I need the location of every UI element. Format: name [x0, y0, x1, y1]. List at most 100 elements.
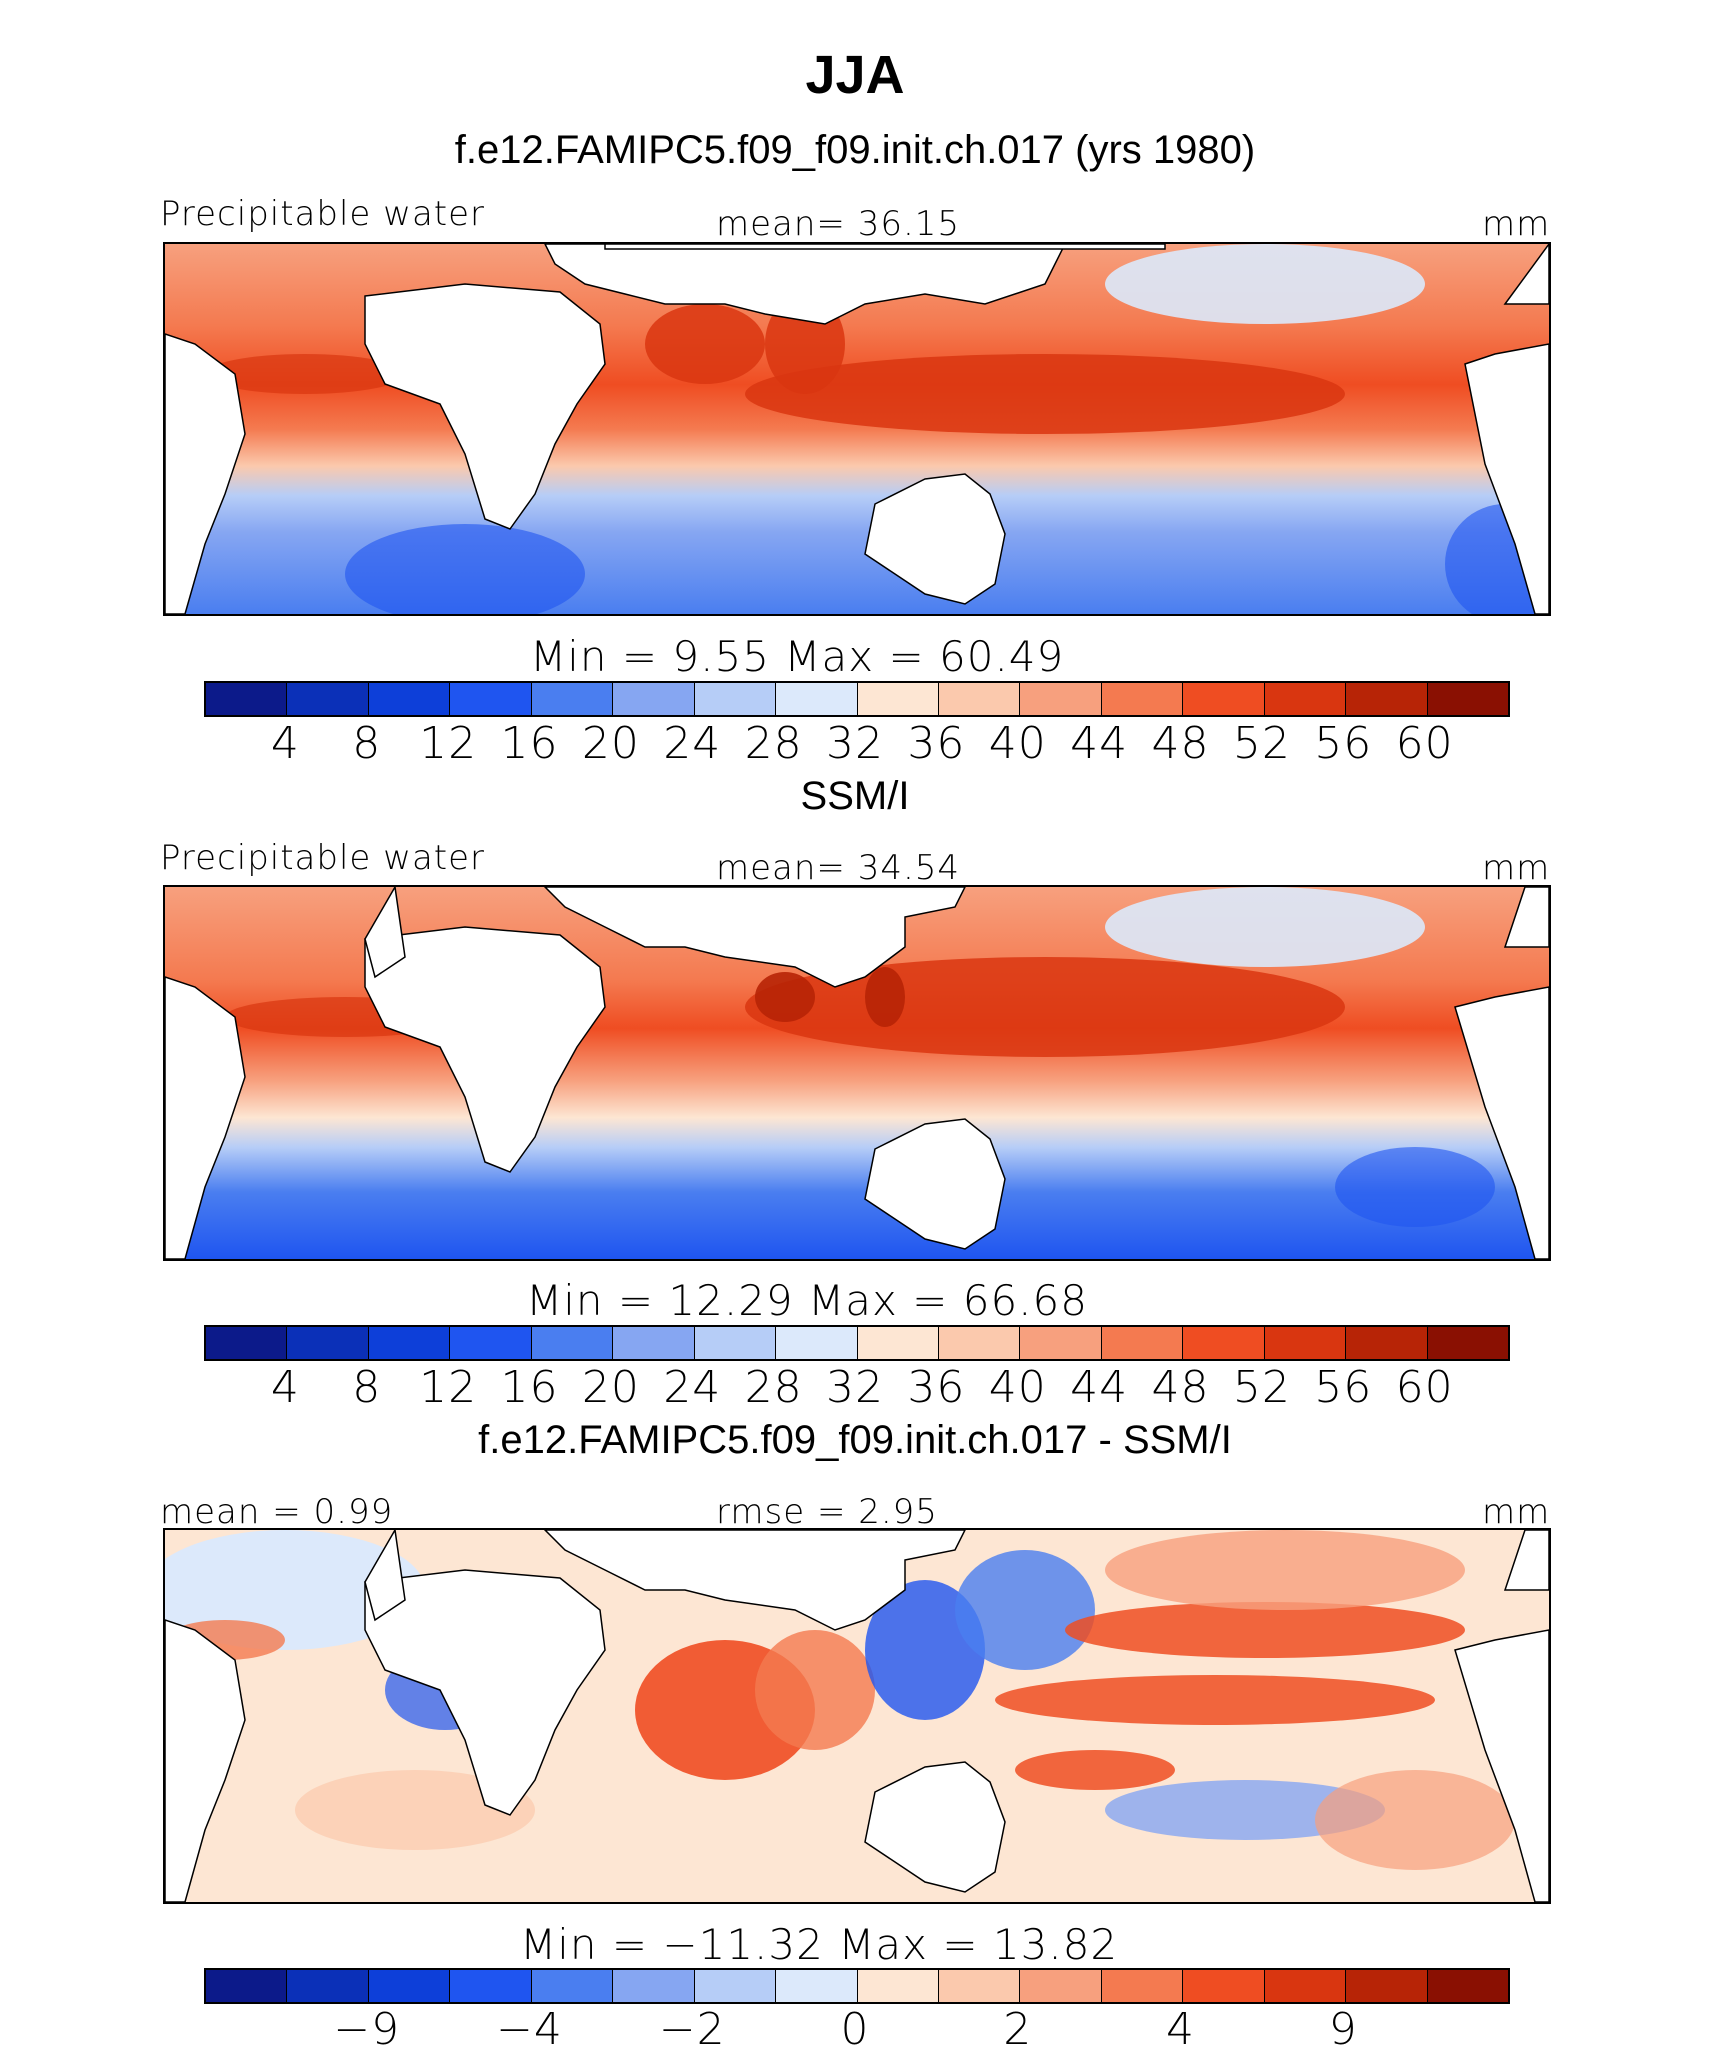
panel-1-map — [163, 242, 1551, 616]
colorbar-box — [938, 683, 1021, 715]
colorbar-box — [531, 1327, 614, 1359]
colorbar-box — [776, 1327, 858, 1359]
panel-1-colorbar — [204, 681, 1510, 717]
panel-2-colorbar — [204, 1325, 1510, 1361]
colorbar-tick-label: 40 — [988, 1362, 1047, 1413]
colorbar-box — [287, 1327, 369, 1359]
colorbar-box — [450, 1970, 532, 2002]
colorbar-tick-label: 32 — [826, 718, 884, 769]
colorbar-box — [1264, 1327, 1347, 1359]
panel-2-mean-label: mean= 34.54 — [716, 848, 961, 888]
colorbar-tick-label: 48 — [1151, 718, 1210, 769]
colorbar-box — [613, 683, 695, 715]
colorbar-tick-label: 24 — [663, 718, 722, 769]
panel-2-minmax: Min = 12.29 Max = 66.68 — [526, 1276, 1088, 1325]
panel-3-rmse-label: rmse = 2.95 — [716, 1492, 938, 1532]
colorbar-tick-label: 4 — [270, 718, 300, 769]
colorbar-tick-label: 44 — [1070, 1362, 1129, 1413]
colorbar-box — [1183, 683, 1265, 715]
colorbar-tick-label: 0 — [840, 2004, 870, 2055]
colorbar-tick-label: 40 — [988, 718, 1047, 769]
panel-1-variable-label: Precipitable water — [160, 194, 486, 234]
colorbar-tick-label: 36 — [907, 1362, 966, 1413]
colorbar-box — [1183, 1970, 1265, 2002]
colorbar-box — [368, 1970, 451, 2002]
colorbar-tick-label: 9 — [1328, 2004, 1358, 2055]
colorbar-box — [613, 1327, 695, 1359]
colorbar-box — [1427, 1327, 1508, 1359]
panel-2-map — [163, 885, 1551, 1261]
panel-3-map — [163, 1528, 1551, 1904]
panel-1-mean-label: mean= 36.15 — [716, 204, 961, 244]
colorbar-box — [368, 1327, 451, 1359]
colorbar-tick-label: 8 — [352, 718, 382, 769]
colorbar-tick-label: 4 — [1166, 2004, 1195, 2055]
colorbar-tick-label: 60 — [1395, 1362, 1454, 1413]
colorbar-box — [287, 683, 369, 715]
colorbar-box — [1346, 683, 1428, 715]
panel-3-colorbar — [204, 1968, 1510, 2004]
panel-2-units-label: mm — [1482, 848, 1551, 888]
colorbar-box — [1101, 1970, 1184, 2002]
colorbar-box — [694, 1327, 777, 1359]
colorbar-box — [206, 683, 288, 715]
panel-3-header: f.e12.FAMIPC5.f09_f09.init.ch.017 - SSM/… — [478, 1418, 1232, 1462]
colorbar-tick-label: 36 — [907, 718, 966, 769]
panel-3-units-label: mm — [1482, 1492, 1551, 1532]
colorbar-tick-label: −2 — [658, 2004, 726, 2055]
colorbar-box — [1183, 1327, 1265, 1359]
colorbar-box — [857, 683, 939, 715]
colorbar-tick-label: 24 — [663, 1362, 722, 1413]
colorbar-box — [206, 1970, 288, 2002]
colorbar-tick-label: 20 — [581, 1362, 640, 1413]
colorbar-tick-label: 4 — [270, 1362, 300, 1413]
colorbar-box — [938, 1970, 1021, 2002]
colorbar-box — [1346, 1327, 1428, 1359]
colorbar-box — [1427, 683, 1508, 715]
colorbar-box — [450, 683, 532, 715]
colorbar-box — [1264, 1970, 1347, 2002]
colorbar-tick-label: 16 — [500, 1362, 559, 1413]
colorbar-tick-label: 52 — [1232, 1362, 1291, 1413]
colorbar-tick-label: 60 — [1395, 718, 1454, 769]
colorbar-box — [1101, 1327, 1184, 1359]
colorbar-box — [1020, 683, 1102, 715]
colorbar-box — [1264, 683, 1347, 715]
panel-2-variable-label: Precipitable water — [160, 838, 486, 878]
colorbar-tick-label: 56 — [1314, 1362, 1373, 1413]
colorbar-tick-label: 32 — [826, 1362, 884, 1413]
colorbar-tick-label: 12 — [419, 1362, 478, 1413]
colorbar-box — [368, 683, 451, 715]
colorbar-box — [450, 1327, 532, 1359]
panel-1-minmax: Min = 9.55 Max = 60.49 — [530, 632, 1065, 681]
colorbar-box — [694, 1970, 777, 2002]
colorbar-tick-label: 28 — [744, 1362, 803, 1413]
colorbar-tick-label: −9 — [333, 2004, 401, 2055]
colorbar-box — [287, 1970, 369, 2002]
colorbar-box — [776, 683, 858, 715]
colorbar-box — [613, 1970, 695, 2002]
panel-1-units-label: mm — [1482, 204, 1551, 244]
colorbar-box — [1101, 683, 1184, 715]
colorbar-tick-label: 28 — [744, 718, 803, 769]
colorbar-tick-label: 20 — [581, 718, 640, 769]
colorbar-tick-label: 8 — [352, 1362, 382, 1413]
colorbar-box — [531, 1970, 614, 2002]
colorbar-box — [1427, 1970, 1508, 2002]
panel-3-mean-label: mean = 0.99 — [160, 1492, 394, 1532]
colorbar-box — [857, 1970, 939, 2002]
colorbar-tick-label: 2 — [1003, 2004, 1033, 2055]
colorbar-tick-label: 12 — [419, 718, 478, 769]
figure-title: JJA — [805, 45, 905, 105]
colorbar-tick-label: 52 — [1232, 718, 1291, 769]
colorbar-box — [206, 1327, 288, 1359]
colorbar-box — [776, 1970, 858, 2002]
panel-1-header: f.e12.FAMIPC5.f09_f09.init.ch.017 (yrs 1… — [454, 128, 1256, 172]
colorbar-box — [938, 1327, 1021, 1359]
colorbar-box — [694, 683, 777, 715]
colorbar-tick-label: 56 — [1314, 718, 1373, 769]
colorbar-box — [531, 683, 614, 715]
colorbar-box — [1020, 1970, 1102, 2002]
colorbar-box — [1020, 1327, 1102, 1359]
colorbar-tick-label: 16 — [500, 718, 559, 769]
